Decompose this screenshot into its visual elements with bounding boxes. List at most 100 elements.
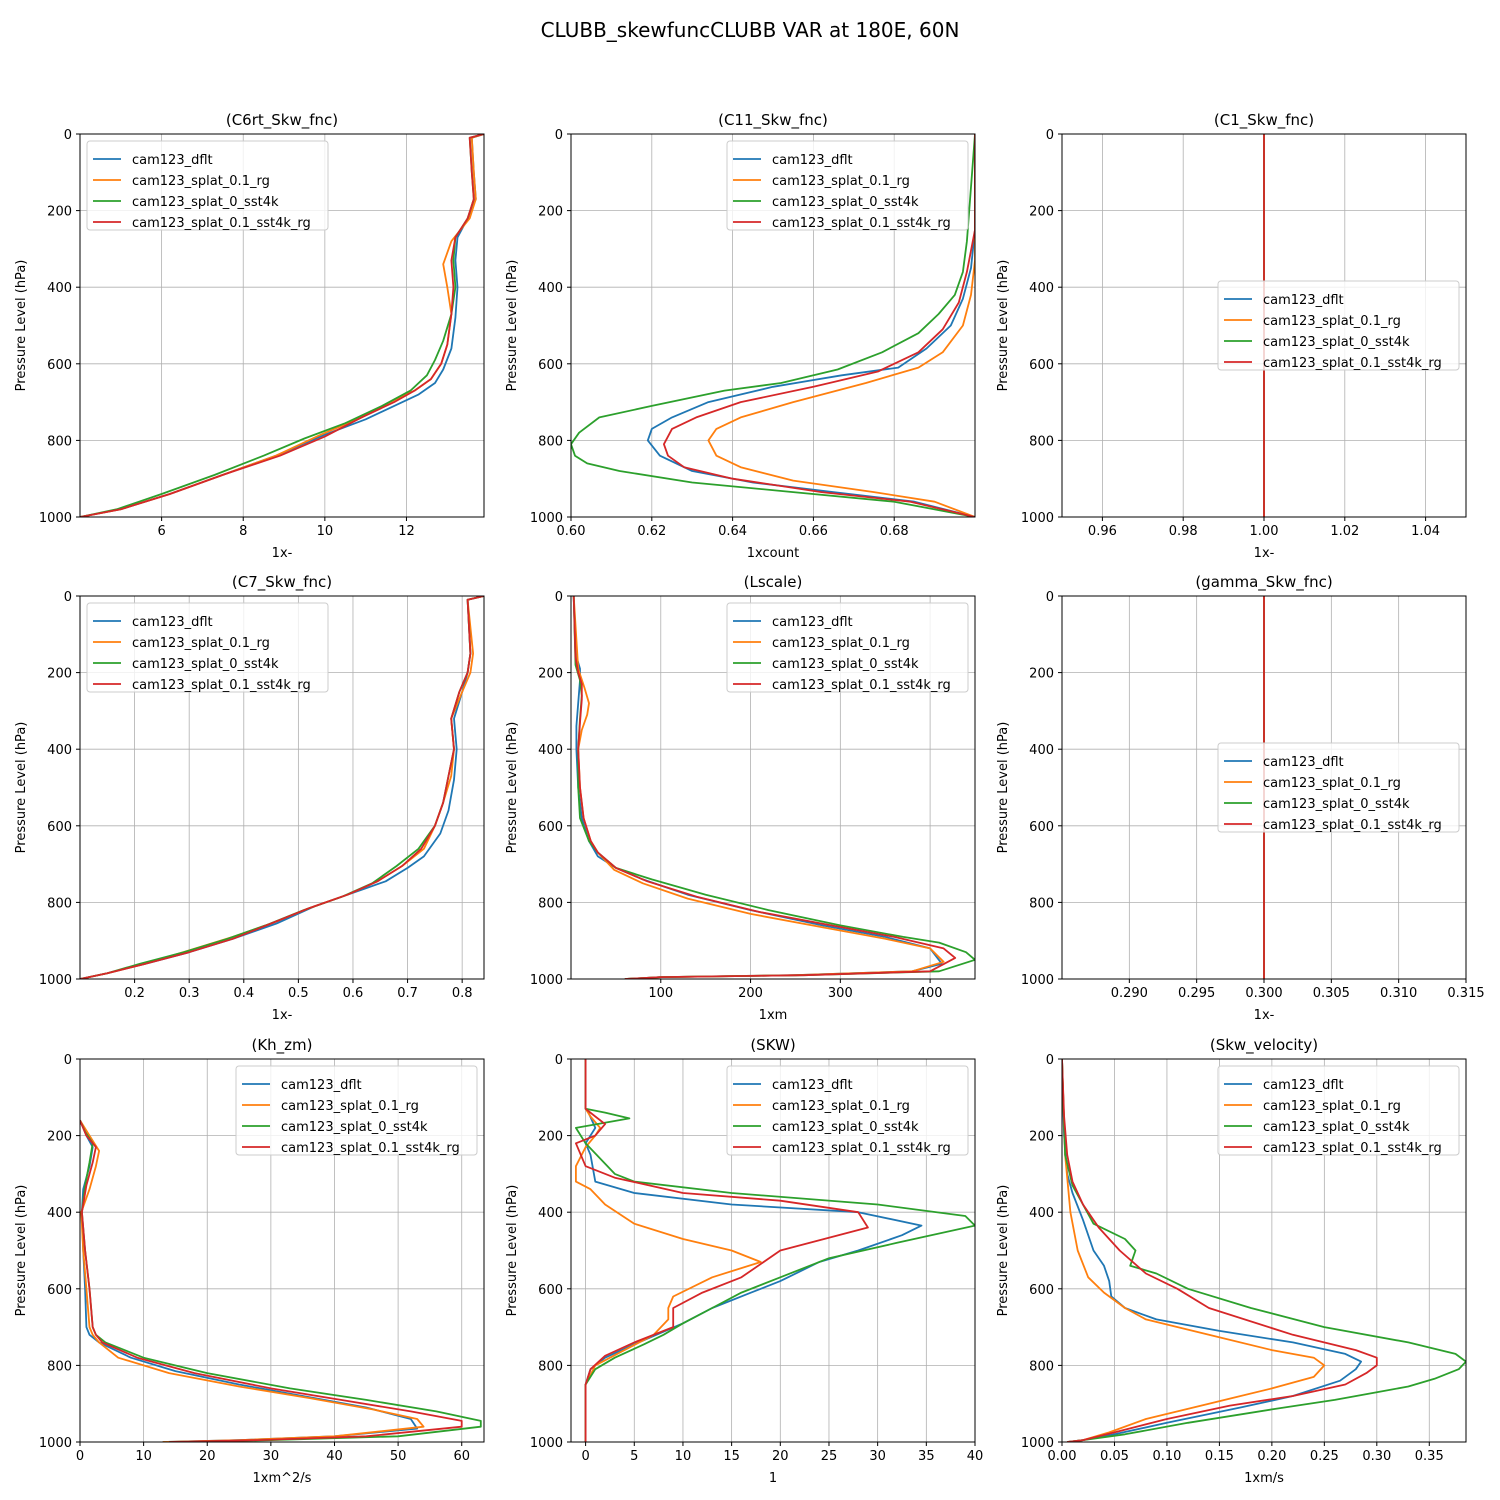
x-tick-label: 35	[918, 1449, 935, 1464]
panel-6: (Kh_zm)0 10 20 30 40 50 60020040060080010001xm…	[14, 1036, 485, 1486]
x-tick-label: 0.98	[1169, 524, 1198, 539]
axes-frame	[1061, 133, 1467, 518]
series-line-cam123-splat-0-sst4k	[80, 1119, 482, 1442]
legend-box	[235, 1065, 478, 1156]
y-tick-label: 600	[1029, 358, 1054, 373]
legend: cam123_dflt cam123_splat_0.1_rg cam123_spl…	[726, 1065, 969, 1156]
series-line-cam123-splat-0-1-sst4k-rg	[663, 134, 975, 517]
legend-entry: cam123_splat_0.1_rg	[1263, 776, 1401, 791]
y-axis-label: Pressure Level (hPa)	[505, 722, 520, 854]
y-tick-label: 0	[555, 128, 563, 143]
y-tick-label: 200	[1029, 667, 1054, 682]
y-tick-label: 800	[47, 434, 72, 449]
x-tick-label: 0.3	[179, 986, 200, 1001]
series-line-cam123-splat-0-1-sst4k-rg	[80, 596, 484, 979]
x-tick-label: 15	[723, 1449, 740, 1464]
panel-1: (C11_Skw_fnc) 0.60 0.62 0.64 0.66 0.68 0 200 400…	[505, 111, 976, 561]
legend-entry: cam123_splat_0.1_sst4k_rg	[132, 216, 311, 231]
legend-entry: cam123_splat_0.1_rg	[281, 1099, 419, 1114]
x-tick-label: 0.64	[718, 524, 747, 539]
y-tick-label: 400	[47, 743, 72, 758]
legend-entry: cam123_splat_0.1_sst4k_rg	[132, 678, 311, 693]
axes-frame	[79, 133, 485, 518]
legend-box	[726, 1065, 969, 1156]
x-tick-label: 0.20	[1257, 1449, 1286, 1464]
x-tick-label: 0.5	[288, 986, 309, 1001]
y-tick-label: 200	[47, 205, 72, 220]
x-axis-label: 1x-	[272, 546, 293, 561]
x-tick-label: 0.68	[880, 524, 909, 539]
x-tick-label: 0	[581, 1449, 589, 1464]
axes-frame	[79, 595, 485, 980]
legend-box	[726, 140, 969, 231]
x-tick-label: 6	[157, 524, 165, 539]
panel-7: (SKW)0 5 10 15 20 25 30 35 40020040060080010001P…	[505, 1036, 983, 1486]
panel-title: (Lscale)	[744, 573, 803, 591]
y-tick-label: 1000	[39, 511, 72, 526]
x-tick-label: 0.310	[1380, 986, 1417, 1001]
x-tick-label: 0.305	[1313, 986, 1350, 1001]
legend-entry: cam123_splat_0.1_rg	[772, 174, 910, 189]
y-tick-label: 0	[64, 1053, 72, 1068]
panel-3: (C7_Skw_fnc) 0.2 0.3 0.4 0.5 0.6 0.7 0.8 0 200 400…	[14, 573, 485, 1023]
legend: cam123_dflt cam123_splat_0.1_rg cam123_spl…	[86, 602, 329, 693]
series-line-cam123-splat-0-1-sst4k-rg	[80, 134, 484, 517]
y-tick-label: 0	[64, 128, 72, 143]
x-axis-label: 1xm	[759, 1008, 788, 1023]
y-tick-label: 1000	[530, 511, 563, 526]
x-tick-label: 10	[675, 1449, 692, 1464]
x-axis-label: 1	[769, 1471, 777, 1486]
x-tick-label: 0.15	[1205, 1449, 1234, 1464]
series-line-cam123-splat-0-1-rg	[707, 134, 975, 517]
series-line-cam123-splat-0-1-sst4k-rg	[1062, 1059, 1378, 1442]
legend-box	[86, 140, 329, 231]
y-tick-label: 1000	[1021, 511, 1054, 526]
y-tick-label: 200	[47, 1130, 72, 1145]
x-tick-label: 0.25	[1310, 1449, 1339, 1464]
y-tick-label: 200	[538, 667, 563, 682]
y-tick-label: 0	[1046, 128, 1054, 143]
legend-entry: cam123_dflt	[132, 153, 213, 168]
y-tick-label: 600	[1029, 820, 1054, 835]
y-tick-label: 1000	[530, 973, 563, 988]
legend-entry: cam123_splat_0.1_sst4k_rg	[772, 216, 951, 231]
y-tick-label: 800	[1029, 1359, 1054, 1374]
x-tick-label: 30	[263, 1449, 280, 1464]
y-tick-label: 0	[555, 590, 563, 605]
y-tick-label: 400	[538, 281, 563, 296]
legend: cam123_dflt cam123_splat_0.1_rg cam123_spl…	[1217, 742, 1460, 833]
x-axis-label: 1xcount	[747, 546, 799, 561]
y-tick-label: 800	[1029, 434, 1054, 449]
x-tick-label: 0.290	[1111, 986, 1148, 1001]
y-tick-label: 400	[1029, 1206, 1054, 1221]
panel-title: (C6rt_Skw_fnc)	[226, 111, 338, 130]
legend-entry: cam123_dflt	[1263, 293, 1344, 308]
panels: (C6rt_Skw_fnc)6 8 10 12020040060080010001x-…	[14, 111, 1485, 1486]
x-tick-label: 100	[648, 986, 673, 1001]
legend-box	[1217, 742, 1460, 833]
x-tick-label: 0.4	[233, 986, 254, 1001]
x-tick-label: 1.04	[1411, 524, 1440, 539]
series-line-cam123-splat-0-1-rg	[572, 596, 945, 979]
legend: cam123_dflt cam123_splat_0.1_rg cam123_spl…	[235, 1065, 478, 1156]
x-tick-label: 200	[738, 986, 763, 1001]
x-tick-label: 5	[630, 1449, 638, 1464]
y-tick-label: 800	[538, 1359, 563, 1374]
panel-8: (Skw_velocity) 0.00 0.05 0.10 0.15 0.20 0.25 0.…	[996, 1036, 1467, 1486]
axes-frame	[570, 1058, 976, 1443]
x-tick-label: 10	[135, 1449, 152, 1464]
legend-entry: cam123_splat_0_sst4k	[132, 195, 279, 210]
y-tick-label: 800	[1029, 896, 1054, 911]
legend-entry: cam123_splat_0.1_sst4k_rg	[772, 1141, 951, 1156]
y-axis-label: Pressure Level (hPa)	[996, 722, 1011, 854]
panel-2: (C1_Skw_fnc) 0.96 0.98 1.00 1.02 1.04 0 200 400 6…	[996, 111, 1467, 561]
series-line-cam123-splat-0-1-rg	[80, 1119, 425, 1442]
panel-4: (Lscale) 100 200 300 400 0 200 400 600 800 1000 1xm…	[505, 573, 976, 1023]
legend-entry: cam123_splat_0_sst4k	[772, 657, 919, 672]
y-tick-label: 200	[538, 205, 563, 220]
y-tick-label: 400	[538, 1206, 563, 1221]
x-tick-label: 0.300	[1245, 986, 1282, 1001]
y-tick-label: 1000	[1021, 1436, 1054, 1451]
x-tick-label: 8	[239, 524, 247, 539]
x-tick-label: 0.2	[124, 986, 145, 1001]
